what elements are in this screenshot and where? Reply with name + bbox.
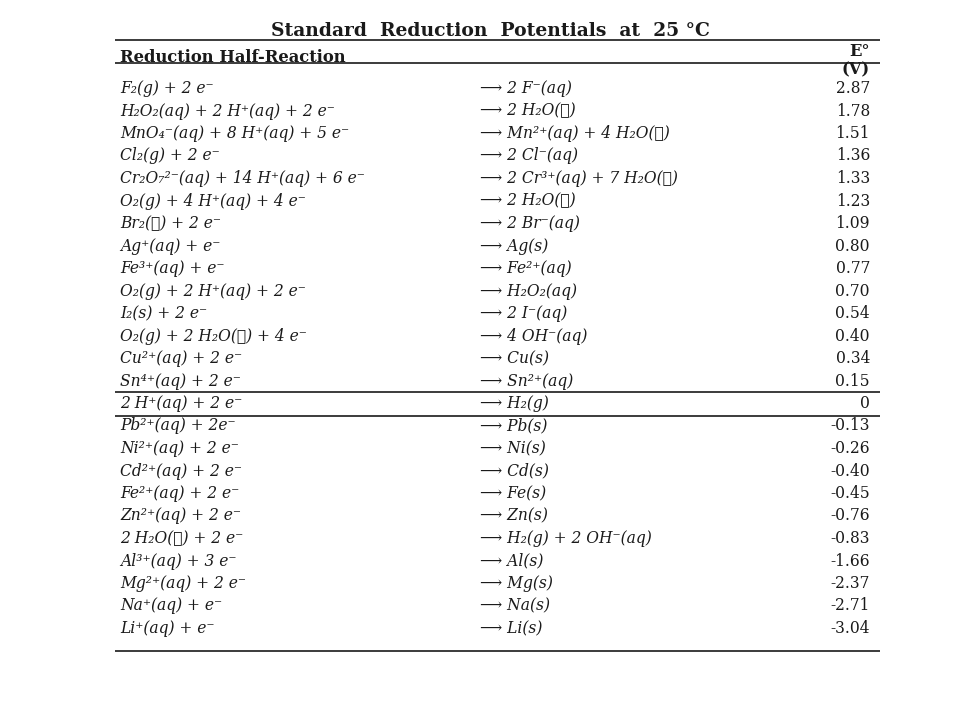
Text: ⟶ Mg(s): ⟶ Mg(s): [480, 575, 553, 592]
Text: Reduction Half-Reaction: Reduction Half-Reaction: [120, 49, 346, 66]
Text: -1.66: -1.66: [830, 552, 870, 570]
Text: ⟶ Cd(s): ⟶ Cd(s): [480, 462, 549, 480]
Text: H₂O₂(aq) + 2 H⁺(aq) + 2 e⁻: H₂O₂(aq) + 2 H⁺(aq) + 2 e⁻: [120, 102, 335, 120]
Text: 0.40: 0.40: [835, 328, 870, 344]
Text: ⟶ 2 H₂O(ℓ): ⟶ 2 H₂O(ℓ): [480, 192, 576, 210]
Text: O₂(g) + 2 H⁺(aq) + 2 e⁻: O₂(g) + 2 H⁺(aq) + 2 e⁻: [120, 282, 306, 300]
Text: ⟶ 2 Br⁻(aq): ⟶ 2 Br⁻(aq): [480, 215, 580, 232]
Text: ⟶ 2 Cl⁻(aq): ⟶ 2 Cl⁻(aq): [480, 148, 578, 164]
Text: ⟶ Ag(s): ⟶ Ag(s): [480, 238, 548, 254]
Text: 1.78: 1.78: [836, 102, 870, 120]
Text: Sn⁴⁺(aq) + 2 e⁻: Sn⁴⁺(aq) + 2 e⁻: [120, 372, 241, 390]
Text: ⟶ 4 OH⁻(aq): ⟶ 4 OH⁻(aq): [480, 328, 588, 344]
Text: 1.51: 1.51: [835, 125, 870, 142]
Text: Li⁺(aq) + e⁻: Li⁺(aq) + e⁻: [120, 620, 214, 637]
Text: 1.23: 1.23: [836, 192, 870, 210]
Text: 0.80: 0.80: [835, 238, 870, 254]
Text: -0.26: -0.26: [830, 440, 870, 457]
Text: Cd²⁺(aq) + 2 e⁻: Cd²⁺(aq) + 2 e⁻: [120, 462, 242, 480]
Text: ⟶ Sn²⁺(aq): ⟶ Sn²⁺(aq): [480, 372, 573, 390]
Text: -3.04: -3.04: [830, 620, 870, 637]
Text: ⟶ Pb(s): ⟶ Pb(s): [480, 418, 547, 434]
Text: Ni²⁺(aq) + 2 e⁻: Ni²⁺(aq) + 2 e⁻: [120, 440, 239, 457]
Text: Cu²⁺(aq) + 2 e⁻: Cu²⁺(aq) + 2 e⁻: [120, 350, 242, 367]
Text: Br₂(ℓ) + 2 e⁻: Br₂(ℓ) + 2 e⁻: [120, 215, 221, 232]
Text: O₂(g) + 4 H⁺(aq) + 4 e⁻: O₂(g) + 4 H⁺(aq) + 4 e⁻: [120, 192, 306, 210]
Text: ⟶ H₂O₂(aq): ⟶ H₂O₂(aq): [480, 282, 577, 300]
Text: -0.40: -0.40: [830, 462, 870, 480]
Text: ⟶ 2 F⁻(aq): ⟶ 2 F⁻(aq): [480, 80, 572, 97]
Text: -0.76: -0.76: [830, 508, 870, 524]
Text: 1.36: 1.36: [835, 148, 870, 164]
Text: -0.13: -0.13: [830, 418, 870, 434]
Text: ⟶ Fe²⁺(aq): ⟶ Fe²⁺(aq): [480, 260, 571, 277]
Text: MnO₄⁻(aq) + 8 H⁺(aq) + 5 e⁻: MnO₄⁻(aq) + 8 H⁺(aq) + 5 e⁻: [120, 125, 349, 142]
Text: 0.54: 0.54: [835, 305, 870, 322]
Text: 0.34: 0.34: [835, 350, 870, 367]
Text: -0.45: -0.45: [830, 485, 870, 502]
Text: ⟶ 2 H₂O(ℓ): ⟶ 2 H₂O(ℓ): [480, 102, 576, 120]
Text: F₂(g) + 2 e⁻: F₂(g) + 2 e⁻: [120, 80, 214, 97]
Text: ⟶ Ni(s): ⟶ Ni(s): [480, 440, 545, 457]
Text: ⟶ Li(s): ⟶ Li(s): [480, 620, 542, 637]
Text: -0.83: -0.83: [830, 530, 870, 547]
Text: ⟶ Fe(s): ⟶ Fe(s): [480, 485, 546, 502]
Text: Cl₂(g) + 2 e⁻: Cl₂(g) + 2 e⁻: [120, 148, 220, 164]
Text: ⟶ Al(s): ⟶ Al(s): [480, 552, 543, 570]
Text: -2.71: -2.71: [830, 598, 870, 614]
Text: ⟶ Na(s): ⟶ Na(s): [480, 598, 550, 614]
Text: 0: 0: [860, 395, 870, 412]
Text: 2 H⁺(aq) + 2 e⁻: 2 H⁺(aq) + 2 e⁻: [120, 395, 242, 412]
Text: Na⁺(aq) + e⁻: Na⁺(aq) + e⁻: [120, 598, 222, 614]
Text: Standard  Reduction  Potentials  at  25 °C: Standard Reduction Potentials at 25 °C: [271, 22, 709, 40]
Text: ⟶ 2 Cr³⁺(aq) + 7 H₂O(ℓ): ⟶ 2 Cr³⁺(aq) + 7 H₂O(ℓ): [480, 170, 678, 187]
Text: 0.77: 0.77: [835, 260, 870, 277]
Text: Fe³⁺(aq) + e⁻: Fe³⁺(aq) + e⁻: [120, 260, 225, 277]
Text: 1.33: 1.33: [836, 170, 870, 187]
Text: 2 H₂O(ℓ) + 2 e⁻: 2 H₂O(ℓ) + 2 e⁻: [120, 530, 243, 547]
Text: 0.70: 0.70: [835, 282, 870, 300]
Text: E°: E°: [850, 43, 870, 60]
Text: ⟶ H₂(g): ⟶ H₂(g): [480, 395, 549, 412]
Text: Mg²⁺(aq) + 2 e⁻: Mg²⁺(aq) + 2 e⁻: [120, 575, 246, 592]
Text: Al³⁺(aq) + 3 e⁻: Al³⁺(aq) + 3 e⁻: [120, 552, 236, 570]
Text: 0.15: 0.15: [835, 372, 870, 390]
Text: ⟶ 2 I⁻(aq): ⟶ 2 I⁻(aq): [480, 305, 567, 322]
Text: Cr₂O₇²⁻(aq) + 14 H⁺(aq) + 6 e⁻: Cr₂O₇²⁻(aq) + 14 H⁺(aq) + 6 e⁻: [120, 170, 365, 187]
Text: Pb²⁺(aq) + 2e⁻: Pb²⁺(aq) + 2e⁻: [120, 418, 235, 434]
Text: I₂(s) + 2 e⁻: I₂(s) + 2 e⁻: [120, 305, 207, 322]
Text: -2.37: -2.37: [830, 575, 870, 592]
Text: ⟶ Mn²⁺(aq) + 4 H₂O(ℓ): ⟶ Mn²⁺(aq) + 4 H₂O(ℓ): [480, 125, 670, 142]
Text: ⟶ Zn(s): ⟶ Zn(s): [480, 508, 548, 524]
Text: ⟶ Cu(s): ⟶ Cu(s): [480, 350, 549, 367]
Text: Fe²⁺(aq) + 2 e⁻: Fe²⁺(aq) + 2 e⁻: [120, 485, 239, 502]
Text: 2.87: 2.87: [836, 80, 870, 97]
Text: 1.09: 1.09: [835, 215, 870, 232]
Text: Zn²⁺(aq) + 2 e⁻: Zn²⁺(aq) + 2 e⁻: [120, 508, 241, 524]
Text: Ag⁺(aq) + e⁻: Ag⁺(aq) + e⁻: [120, 238, 221, 254]
Text: (V): (V): [842, 61, 870, 78]
Text: ⟶ H₂(g) + 2 OH⁻(aq): ⟶ H₂(g) + 2 OH⁻(aq): [480, 530, 652, 547]
Text: O₂(g) + 2 H₂O(ℓ) + 4 e⁻: O₂(g) + 2 H₂O(ℓ) + 4 e⁻: [120, 328, 307, 344]
